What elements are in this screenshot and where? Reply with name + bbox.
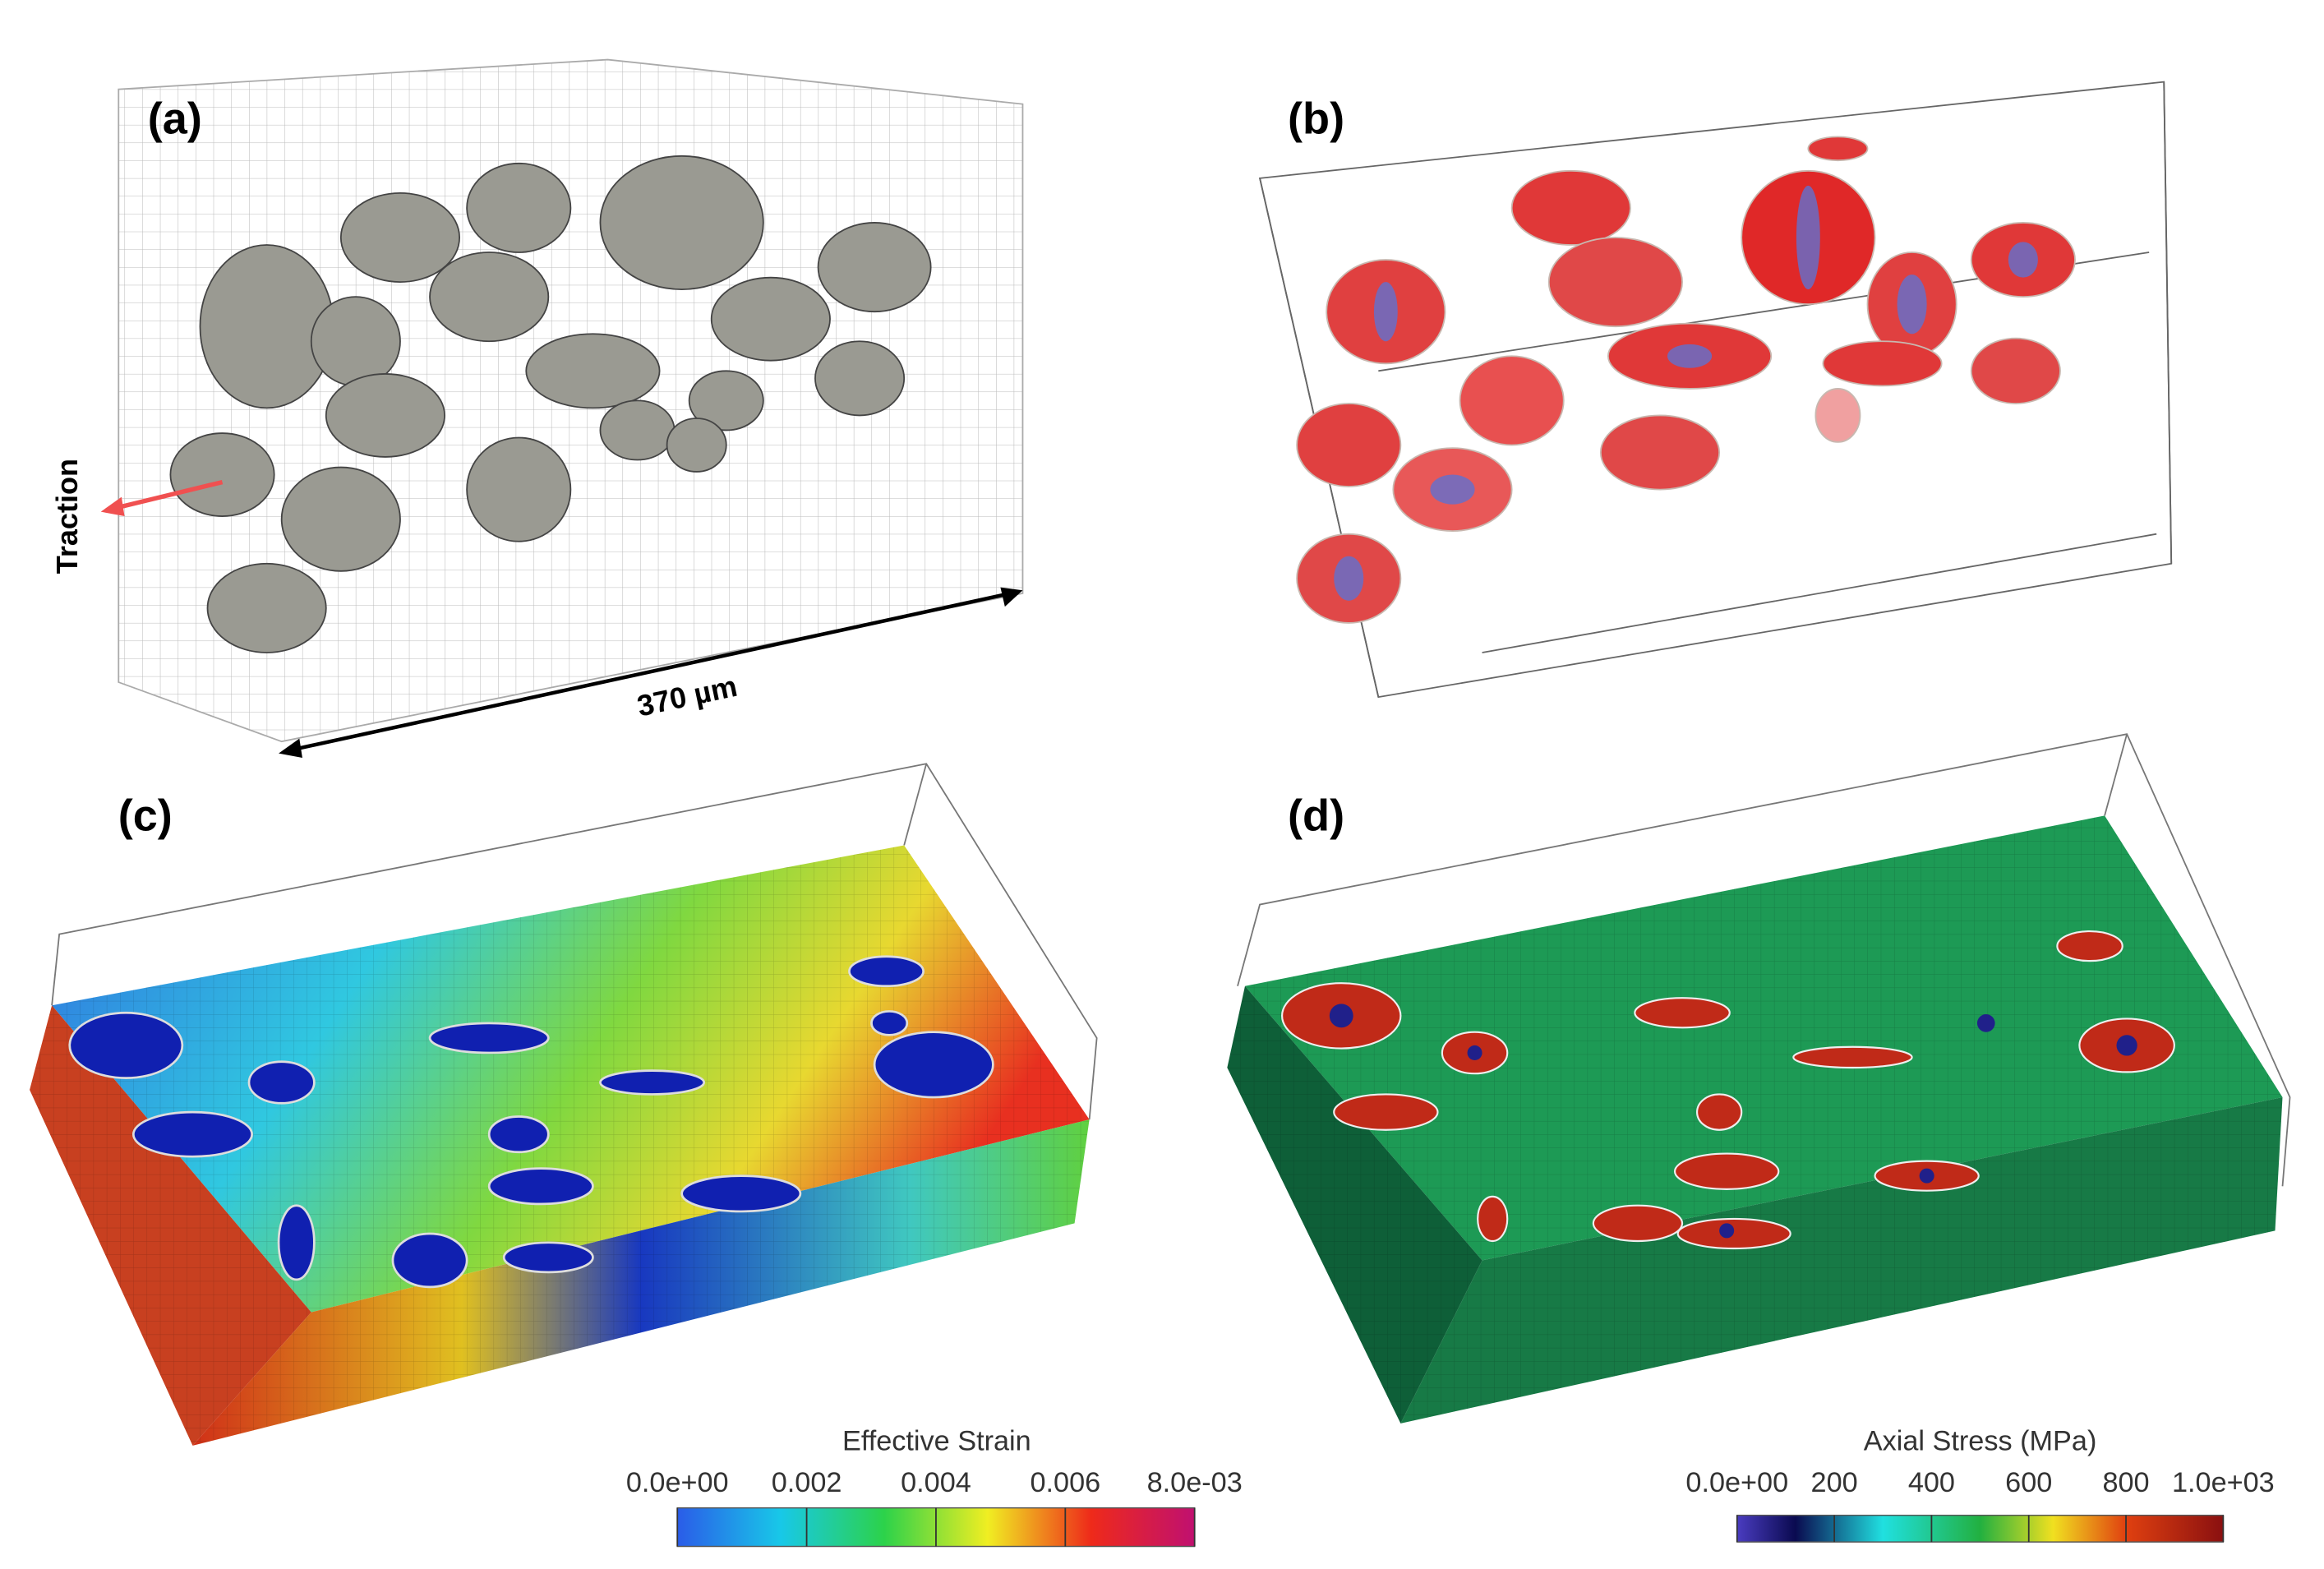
colorbar-tick-label: 0.0e+00 xyxy=(1685,1467,1788,1498)
panel-b: (b) xyxy=(1258,81,2173,699)
panel-label: (b) xyxy=(1288,95,1344,144)
arrow-head xyxy=(1000,587,1023,607)
colorbar-tick-label: 0.0e+00 xyxy=(626,1467,729,1498)
mesh xyxy=(30,845,1090,1446)
particles xyxy=(1296,136,2076,624)
dimension-label: 370 µm xyxy=(634,669,740,723)
colorbar-title: Axial Stress (MPa) xyxy=(1864,1425,2097,1456)
traction-label: Traction xyxy=(50,459,84,574)
traction-arrow xyxy=(118,479,224,510)
colorbar: Effective Strain 0.0e+00 0.002 0.004 0.006 8… xyxy=(626,1425,1243,1548)
panel-label: (a) xyxy=(148,95,202,144)
colorbar-gradient xyxy=(1736,1514,2225,1543)
panel-label: (d) xyxy=(1288,791,1344,840)
colorbar-tick-label: 8.0e-03 xyxy=(1147,1467,1243,1498)
colorbar: Axial Stress (MPa) 0.0e+00 200 400 600 800 1.… xyxy=(1685,1425,2275,1543)
particles xyxy=(68,955,994,1289)
colorbar-tick-label: 600 xyxy=(2005,1467,2052,1498)
colorbar-tick-label: 0.004 xyxy=(901,1467,971,1498)
mesh xyxy=(1227,815,2283,1424)
particles xyxy=(169,155,932,653)
panel-a: (a) Traction 370 µm xyxy=(50,58,1024,759)
colorbar-tick-label: 800 xyxy=(2102,1467,2149,1498)
dimension-arrow xyxy=(288,591,1012,753)
colorbar-tick-label: 0.006 xyxy=(1030,1467,1100,1498)
panel-d: (d) Axial Stress (MPa) 0.0e+00 200 400 600 8… xyxy=(1227,733,2291,1543)
bounding-box xyxy=(51,763,1098,1120)
colorbar-tick-label: 400 xyxy=(1908,1467,1955,1498)
panel-c: (c) Effective Strain 0.0e+00 0.002 0.004 0.… xyxy=(30,763,1243,1548)
bounding-box xyxy=(1237,733,2291,1187)
panel-label: (c) xyxy=(118,791,173,840)
arrow-head xyxy=(100,496,125,517)
colorbar-tick-label: 200 xyxy=(1811,1467,1858,1498)
particles xyxy=(1281,930,2175,1250)
arrow-head xyxy=(279,738,302,759)
colorbar-tick-label: 0.002 xyxy=(772,1467,842,1498)
particle-cores xyxy=(1329,1004,2137,1239)
particle-cores xyxy=(1334,185,2038,601)
colorbar-tick-label: 1.0e+03 xyxy=(2172,1467,2275,1498)
colorbar-title: Effective Strain xyxy=(842,1425,1031,1456)
